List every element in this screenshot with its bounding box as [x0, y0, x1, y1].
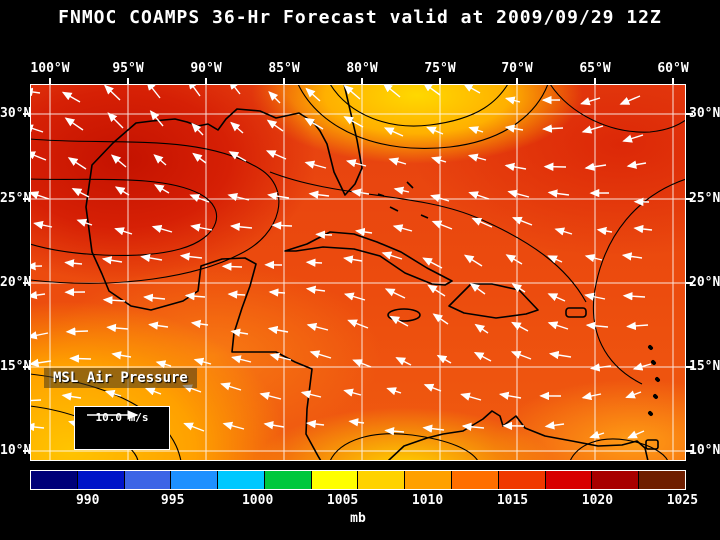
colorbar-tick-label: 1000 [241, 493, 274, 508]
lat-tick [686, 366, 693, 368]
lon-tick [516, 78, 518, 84]
lon-label: 100°W [30, 61, 70, 76]
lat-tick [686, 450, 693, 452]
colorbar-segment [544, 471, 592, 489]
lon-tick [594, 78, 596, 84]
lat-label-left: 10°N [0, 443, 32, 458]
wind-scale-legend: 10.0 m/s [74, 406, 170, 450]
lat-tick [23, 366, 30, 368]
lat-label-right: 10°N [689, 443, 720, 458]
page-title: FNMOC COAMPS 36-Hr Forecast valid at 200… [58, 7, 662, 28]
lon-label: 95°W [112, 61, 144, 76]
lat-label-right: 15°N [689, 359, 720, 374]
colorbar-segment [591, 471, 639, 489]
lon-label: 60°W [657, 61, 689, 76]
map-graphics [30, 84, 686, 461]
island-jamaica [387, 308, 421, 322]
lon-label: 65°W [579, 61, 611, 76]
lat-label-left: 30°N [0, 106, 32, 121]
lat-tick [23, 113, 30, 115]
colorbar-segment [170, 471, 218, 489]
lon-tick [361, 78, 363, 84]
lat-label-right: 20°N [689, 275, 720, 290]
lat-label-right: 25°N [689, 191, 720, 206]
lat-label-right: 30°N [689, 106, 720, 121]
colorbar-segment [310, 471, 358, 489]
islands-lesser-antilles [648, 345, 660, 416]
colorbar-segment [451, 471, 498, 489]
lon-tick [49, 78, 51, 84]
colorbar-tick-label: 995 [160, 493, 185, 508]
coast-south-america [387, 410, 649, 461]
lat-tick [23, 282, 30, 284]
lat-tick [686, 282, 693, 284]
colorbar-unit-label: mb [350, 511, 366, 526]
lon-label: 75°W [424, 61, 456, 76]
coastlines [85, 84, 660, 461]
island-trinidad [645, 439, 659, 450]
colorbar-segment [123, 471, 171, 489]
colorbar-tick-label: 1015 [496, 493, 529, 508]
field-name-label: MSL Air Pressure [44, 368, 197, 388]
lon-label: 70°W [501, 61, 533, 76]
island-cuba [284, 231, 453, 286]
latlon-grid [30, 84, 686, 461]
colorbar-segment [263, 471, 311, 489]
forecast-map: MSL Air Pressure 10.0 m/s [30, 84, 686, 461]
lon-tick [439, 78, 441, 84]
lat-label-left: 15°N [0, 359, 32, 374]
lat-tick [23, 450, 30, 452]
colorbar-tick-labels: 990 995 1000 1005 1010 1015 1020 1025 [30, 493, 698, 509]
pressure-colorbar [30, 470, 686, 490]
lon-tick [283, 78, 285, 84]
lon-tick [672, 78, 674, 84]
lon-label: 90°W [190, 61, 222, 76]
island-hispaniola [448, 283, 539, 319]
lon-tick [127, 78, 129, 84]
lon-label: 85°W [268, 61, 300, 76]
colorbar-segment [404, 471, 452, 489]
coast-north-central-america [85, 84, 363, 461]
colorbar-tick-label: 1005 [326, 493, 359, 508]
colorbar-segment [497, 471, 545, 489]
colorbar-segment [217, 471, 264, 489]
colorbar-segment [638, 471, 685, 489]
map-border [30, 84, 686, 461]
colorbar-tick-label: 1010 [411, 493, 444, 508]
colorbar-tick-label: 1020 [581, 493, 614, 508]
colorbar-segment [31, 471, 77, 489]
colorbar-segment [357, 471, 405, 489]
colorbar-tick-label: 1025 [666, 493, 699, 508]
lat-label-left: 25°N [0, 191, 32, 206]
lat-tick [686, 198, 693, 200]
colorbar-tick-label: 990 [75, 493, 100, 508]
lat-tick [23, 198, 30, 200]
wind-vectors [30, 84, 653, 439]
lat-label-left: 20°N [0, 275, 32, 290]
lat-tick [686, 113, 693, 115]
lon-tick [205, 78, 207, 84]
island-puerto-rico [565, 307, 587, 318]
colorbar-segment [76, 471, 124, 489]
lon-label: 80°W [346, 61, 378, 76]
islands-bahamas [377, 181, 429, 219]
wind-scale-arrow-icon [87, 410, 139, 420]
